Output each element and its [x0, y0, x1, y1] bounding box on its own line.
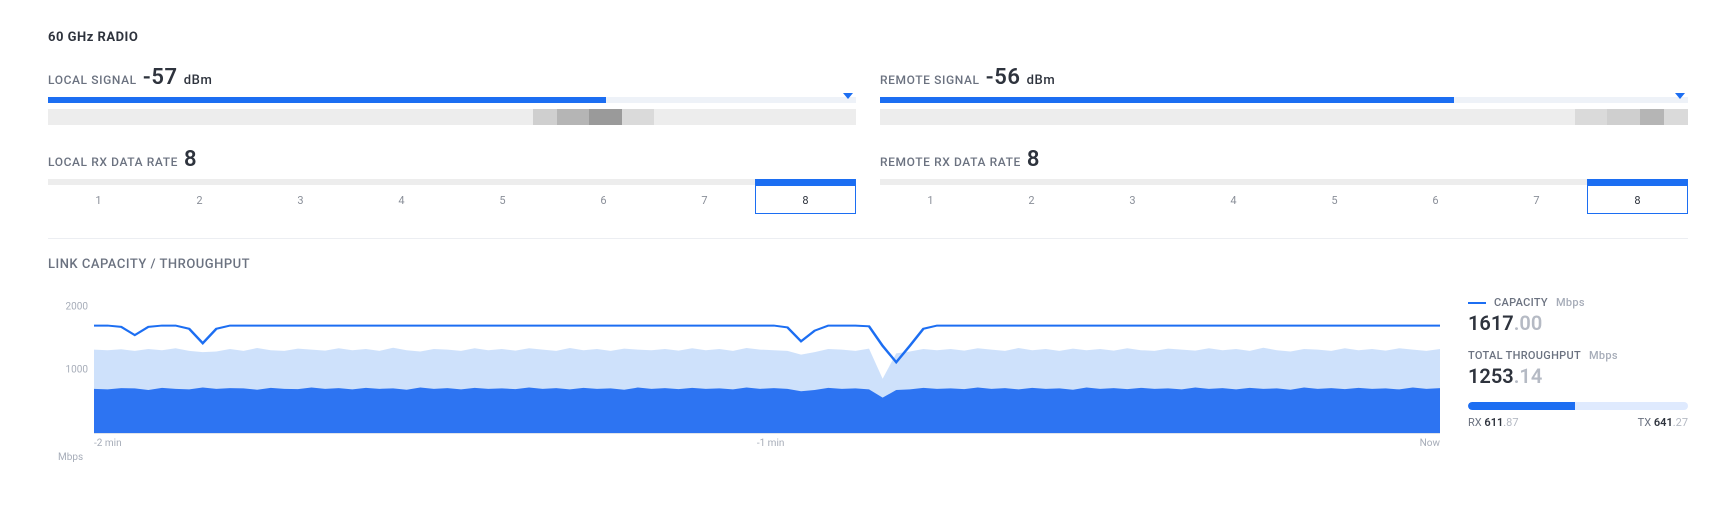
remote-rate-panel: REMOTE RX DATA RATE 8 12345678: [880, 149, 1688, 214]
throughput-chart: 20001000 Mbps -2 min-1 minNow: [48, 294, 1440, 449]
legend-rx: RX 611.87: [1468, 416, 1519, 429]
rate-cell[interactable]: 6: [553, 185, 654, 214]
rate-cell[interactable]: 7: [654, 185, 755, 214]
rate-cell[interactable]: 4: [351, 185, 452, 214]
rate-cell[interactable]: 1: [880, 185, 981, 214]
remote-signal-bar: [880, 97, 1688, 125]
rate-cell[interactable]: 3: [250, 185, 351, 214]
chart-x-labels: -2 min -1 min Now: [94, 434, 1440, 449]
divider: [48, 238, 1688, 239]
rate-cell[interactable]: 4: [1183, 185, 1284, 214]
rate-cell[interactable]: 8: [755, 185, 856, 214]
legend-rx-tx: RX 611.87 TX 641.27: [1468, 402, 1688, 429]
chart-row: 20001000 Mbps -2 min-1 minNow CAPACITY M…: [48, 294, 1688, 449]
line-swatch-icon: [1468, 302, 1486, 304]
rate-cell[interactable]: 6: [1385, 185, 1486, 214]
caret-down-icon: [843, 93, 853, 99]
remote-signal-panel: REMOTE SIGNAL -56 dBm: [880, 67, 1688, 125]
caret-down-icon: [1675, 93, 1685, 99]
legend-total: TOTAL THROUGHPUT Mbps 1253.14: [1468, 349, 1688, 388]
local-signal-label: LOCAL SIGNAL -57 dBm: [48, 67, 212, 89]
chart-x-tick: -1 min: [757, 438, 785, 449]
rate-cell[interactable]: 3: [1082, 185, 1183, 214]
local-signal-panel: LOCAL SIGNAL -57 dBm: [48, 67, 856, 125]
rate-cell[interactable]: 1: [48, 185, 149, 214]
local-rate-panel: LOCAL RX DATA RATE 8 12345678: [48, 149, 856, 214]
local-rate-label: LOCAL RX DATA RATE 8: [48, 149, 197, 171]
remote-rate-label: REMOTE RX DATA RATE 8: [880, 149, 1040, 171]
chart-x-tick: -2 min: [94, 438, 122, 449]
rate-cell[interactable]: 2: [149, 185, 250, 214]
rate-cell[interactable]: 5: [1284, 185, 1385, 214]
local-signal-bar: [48, 97, 856, 125]
rate-cell[interactable]: 5: [452, 185, 553, 214]
chart-y-unit: Mbps: [58, 452, 83, 463]
chart-legend: CAPACITY Mbps 1617.00 TOTAL THROUGHPUT M…: [1468, 294, 1688, 449]
legend-tx: TX 641.27: [1638, 416, 1688, 429]
legend-capacity: CAPACITY Mbps 1617.00: [1468, 296, 1688, 335]
section-title: 60 GHz RADIO: [48, 30, 1688, 45]
chart-x-tick: Now: [1420, 438, 1440, 449]
rate-cell[interactable]: 8: [1587, 185, 1688, 214]
signal-row: LOCAL SIGNAL -57 dBm REMOTE SIGNAL -56 d…: [48, 67, 1688, 125]
rate-row: LOCAL RX DATA RATE 8 12345678 REMOTE RX …: [48, 149, 1688, 214]
local-rate-cells: 12345678: [48, 185, 856, 214]
rate-cell[interactable]: 7: [1486, 185, 1587, 214]
remote-signal-label: REMOTE SIGNAL -56 dBm: [880, 67, 1055, 89]
chart-title: LINK CAPACITY / THROUGHPUT: [48, 257, 1688, 272]
rate-cell[interactable]: 2: [981, 185, 1082, 214]
remote-rate-cells: 12345678: [880, 185, 1688, 214]
